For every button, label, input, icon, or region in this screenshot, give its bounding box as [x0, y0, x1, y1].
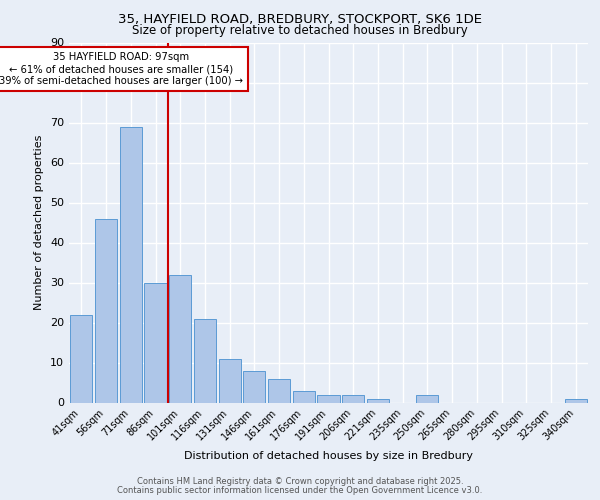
Bar — [565, 398, 587, 402]
Bar — [367, 398, 389, 402]
Bar — [293, 390, 315, 402]
Bar — [243, 370, 265, 402]
Bar — [342, 394, 364, 402]
Text: 35, HAYFIELD ROAD, BREDBURY, STOCKPORT, SK6 1DE: 35, HAYFIELD ROAD, BREDBURY, STOCKPORT, … — [118, 12, 482, 26]
Y-axis label: Number of detached properties: Number of detached properties — [34, 135, 44, 310]
Text: Contains public sector information licensed under the Open Government Licence v3: Contains public sector information licen… — [118, 486, 482, 495]
Text: Contains HM Land Registry data © Crown copyright and database right 2025.: Contains HM Land Registry data © Crown c… — [137, 477, 463, 486]
Bar — [416, 394, 439, 402]
Bar — [70, 314, 92, 402]
Bar — [218, 358, 241, 403]
Text: 35 HAYFIELD ROAD: 97sqm
← 61% of detached houses are smaller (154)
39% of semi-d: 35 HAYFIELD ROAD: 97sqm ← 61% of detache… — [0, 52, 243, 86]
Bar — [169, 274, 191, 402]
Text: Size of property relative to detached houses in Bredbury: Size of property relative to detached ho… — [132, 24, 468, 37]
Bar — [145, 282, 167, 403]
Bar — [119, 126, 142, 402]
Bar — [95, 218, 117, 402]
Bar — [317, 394, 340, 402]
Bar — [268, 378, 290, 402]
Bar — [194, 318, 216, 402]
X-axis label: Distribution of detached houses by size in Bredbury: Distribution of detached houses by size … — [184, 450, 473, 460]
